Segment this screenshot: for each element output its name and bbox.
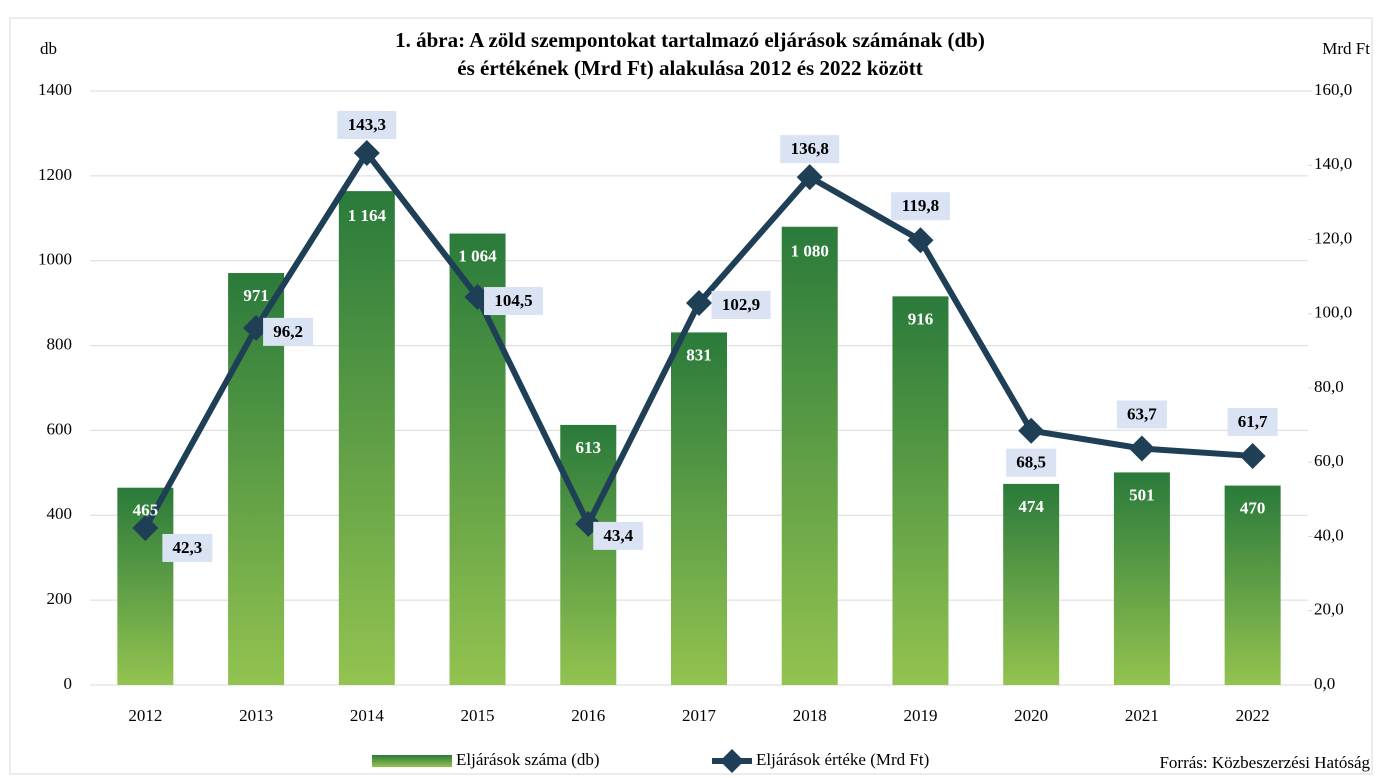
x-tick-label: 2018 bbox=[793, 706, 827, 725]
value-label-box bbox=[711, 290, 771, 319]
y2-tick-label: 140,0 bbox=[1314, 154, 1352, 173]
y2-axis-label: Mrd Ft bbox=[1322, 39, 1370, 58]
x-tick-label: 2021 bbox=[1125, 706, 1159, 725]
x-tick-label: 2016 bbox=[571, 706, 605, 725]
bar-value-label: 613 bbox=[576, 438, 602, 457]
bar bbox=[781, 226, 838, 685]
line-marker bbox=[353, 139, 380, 166]
bar bbox=[1113, 472, 1170, 685]
line-marker bbox=[796, 164, 823, 191]
line-marker bbox=[1018, 417, 1045, 444]
value-label-box bbox=[890, 192, 950, 221]
value-label-box bbox=[1116, 400, 1167, 429]
value-label-box bbox=[1227, 407, 1278, 436]
y-tick-label: 1000 bbox=[38, 250, 72, 269]
bar-value-label: 1 064 bbox=[458, 246, 497, 265]
y2-tick-label: 40,0 bbox=[1314, 525, 1344, 544]
line-value-label: 143,3 bbox=[348, 115, 386, 134]
value-label-box bbox=[337, 110, 397, 139]
line-value-label: 136,8 bbox=[791, 139, 829, 158]
bar bbox=[1003, 483, 1060, 685]
x-tick-label: 2017 bbox=[682, 706, 717, 725]
chart-title: és értékének (Mrd Ft) alakulása 2012 és … bbox=[457, 56, 922, 80]
bar-value-label: 470 bbox=[1240, 498, 1266, 517]
line-marker bbox=[243, 314, 270, 341]
y2-tick-label: 60,0 bbox=[1314, 451, 1344, 470]
line-value-label: 63,7 bbox=[1127, 404, 1157, 423]
chart-border bbox=[9, 17, 1373, 775]
legend-label: Eljárások értéke (Mrd Ft) bbox=[756, 750, 929, 769]
line-value-label: 102,9 bbox=[722, 295, 760, 314]
bar bbox=[560, 424, 617, 685]
bar-value-label: 501 bbox=[1129, 485, 1155, 504]
legend-label: Eljárások száma (db) bbox=[456, 750, 600, 769]
y2-tick-label: 0,0 bbox=[1314, 674, 1335, 693]
y-tick-label: 200 bbox=[47, 589, 73, 608]
y-tick-label: 0 bbox=[64, 674, 73, 693]
x-tick-label: 2019 bbox=[903, 706, 937, 725]
y2-tick-label: 20,0 bbox=[1314, 600, 1344, 619]
value-label-box bbox=[484, 287, 544, 316]
line-marker bbox=[907, 227, 934, 254]
line-value-label: 43,4 bbox=[603, 526, 633, 545]
line-value-label: 68,5 bbox=[1016, 453, 1046, 472]
y2-tick-label: 160,0 bbox=[1314, 80, 1352, 99]
x-tick-label: 2022 bbox=[1236, 706, 1270, 725]
y-tick-label: 800 bbox=[47, 334, 73, 353]
bar-value-label: 1 164 bbox=[348, 206, 387, 225]
y-tick-label: 1400 bbox=[38, 80, 72, 99]
value-label-box bbox=[593, 521, 644, 550]
y2-tick-label: 120,0 bbox=[1314, 228, 1352, 247]
bar bbox=[1224, 485, 1281, 685]
line-value-label: 42,3 bbox=[172, 538, 202, 557]
bar-value-label: 1 080 bbox=[791, 242, 829, 261]
line-marker bbox=[132, 514, 159, 541]
bar-value-label: 916 bbox=[908, 309, 934, 328]
bar-value-label: 474 bbox=[1018, 497, 1044, 516]
y-axis-label: db bbox=[40, 39, 57, 58]
value-label-box bbox=[263, 317, 314, 346]
line-marker bbox=[1128, 435, 1155, 462]
legend-marker bbox=[720, 749, 744, 773]
y-tick-label: 600 bbox=[47, 419, 73, 438]
value-label-box bbox=[780, 135, 840, 164]
bar-value-label: 971 bbox=[243, 286, 269, 305]
line-value-label: 119,8 bbox=[902, 196, 939, 215]
bar-value-label: 831 bbox=[686, 345, 712, 364]
x-tick-label: 2020 bbox=[1014, 706, 1048, 725]
source: Forrás: Közbeszerzési Hatóság bbox=[1159, 753, 1370, 772]
x-tick-label: 2015 bbox=[461, 706, 495, 725]
x-tick-label: 2014 bbox=[350, 706, 385, 725]
line-marker bbox=[686, 289, 712, 316]
y2-tick-label: 80,0 bbox=[1314, 377, 1344, 396]
line-value-label: 104,5 bbox=[494, 291, 532, 310]
y-tick-label: 400 bbox=[47, 504, 73, 523]
bar bbox=[892, 296, 949, 685]
value-label-box bbox=[1006, 448, 1057, 477]
value-label-box bbox=[162, 533, 213, 562]
x-tick-label: 2013 bbox=[239, 706, 273, 725]
x-tick-label: 2012 bbox=[128, 706, 162, 725]
legend-swatch bbox=[372, 755, 452, 767]
bar-value-label: 465 bbox=[133, 501, 159, 520]
y2-tick-label: 100,0 bbox=[1314, 303, 1352, 322]
line-marker bbox=[1239, 442, 1266, 469]
bar bbox=[338, 191, 395, 686]
line-value-label: 96,2 bbox=[273, 322, 303, 341]
y-tick-label: 1200 bbox=[38, 165, 72, 184]
line-value-label: 61,7 bbox=[1238, 412, 1268, 431]
chart-title: 1. ábra: A zöld szempontokat tartalmazó … bbox=[395, 28, 985, 52]
bar bbox=[671, 332, 727, 685]
